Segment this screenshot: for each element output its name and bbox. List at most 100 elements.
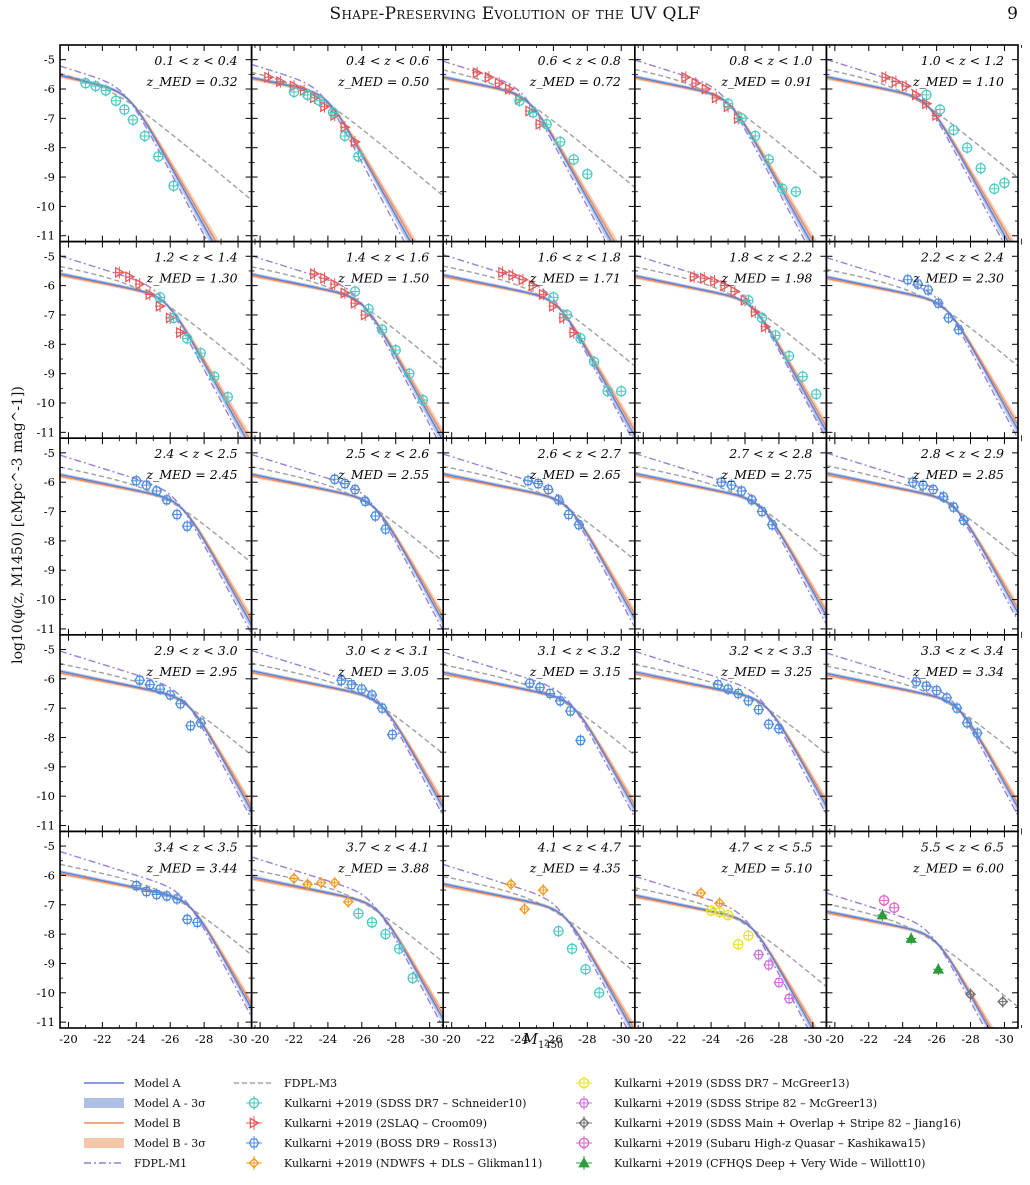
data-point bbox=[380, 928, 391, 941]
x-tick-label: -22 bbox=[476, 1032, 495, 1046]
fdpl-m1-line bbox=[443, 60, 607, 242]
data-point bbox=[181, 520, 193, 533]
fdpl-m1-line bbox=[251, 649, 444, 817]
page-title: Shape-Preserving Evolution of the UV QLF bbox=[329, 4, 701, 24]
data-point bbox=[319, 100, 331, 113]
data-point bbox=[110, 94, 122, 107]
data-point bbox=[573, 518, 585, 531]
data-point bbox=[701, 83, 712, 96]
data-point bbox=[390, 344, 401, 357]
x-tick-label: -24 bbox=[702, 1032, 721, 1046]
data-point bbox=[119, 103, 130, 116]
panel-z-range: 0.1 < z < 0.4 bbox=[154, 53, 237, 68]
legend: Model A Model A - 3σ Model B Model B - 3σ FD… bbox=[80, 1075, 1020, 1180]
data-point bbox=[690, 77, 702, 90]
data-point bbox=[151, 888, 163, 901]
legend-item: Kulkarni +2019 (NDWFS + DLS – Glikman11) bbox=[230, 1155, 542, 1171]
data-point bbox=[336, 674, 347, 687]
panel-z-range: 4.1 < z < 4.7 bbox=[537, 839, 621, 854]
data-point bbox=[553, 493, 564, 506]
legend-label: Model A bbox=[134, 1076, 181, 1090]
plot-area bbox=[826, 452, 1019, 622]
legend-label: Kulkarni +2019 (2SLAQ – Croom09) bbox=[284, 1116, 488, 1130]
data-point bbox=[783, 350, 795, 363]
data-point bbox=[542, 483, 554, 496]
data-point bbox=[565, 705, 576, 718]
plot-area bbox=[443, 60, 635, 242]
legend-line-icon bbox=[84, 1082, 124, 1084]
data-point bbox=[548, 291, 559, 304]
data-point bbox=[726, 479, 737, 492]
plot-area bbox=[634, 875, 827, 1029]
data-point bbox=[504, 83, 516, 96]
data-point bbox=[932, 963, 945, 976]
data-point bbox=[309, 267, 321, 280]
fdpl-m3-line bbox=[443, 465, 635, 561]
data-point bbox=[975, 162, 986, 175]
data-point bbox=[507, 269, 519, 282]
data-point bbox=[483, 71, 495, 84]
x-tick-label: -28 bbox=[195, 1032, 214, 1046]
legend-line-icon bbox=[234, 1082, 274, 1084]
fdpl-m3-line bbox=[251, 662, 444, 755]
panel-z-median: z_MED = 0.32 bbox=[146, 74, 238, 89]
model-b-line bbox=[443, 474, 635, 615]
data-point bbox=[339, 286, 351, 299]
panel-z-range: 3.2 < z < 3.3 bbox=[729, 643, 812, 658]
x-tick-label: -20 bbox=[251, 1032, 270, 1046]
data-point bbox=[541, 118, 552, 131]
y-tick-label: -11 bbox=[36, 229, 55, 243]
legend-label: Model B bbox=[134, 1116, 181, 1130]
data-point bbox=[505, 878, 517, 891]
data-point bbox=[144, 678, 156, 691]
fdpl-m3-line bbox=[443, 875, 635, 973]
panel-z-range: 2.2 < z < 2.4 bbox=[920, 250, 1004, 265]
y-tick-label: -8 bbox=[44, 731, 55, 745]
data-point bbox=[222, 391, 234, 404]
panel-z-range: 2.5 < z < 2.6 bbox=[345, 446, 429, 461]
data-point bbox=[927, 483, 939, 496]
data-point bbox=[958, 514, 970, 527]
data-point bbox=[777, 182, 788, 195]
data-point bbox=[134, 278, 146, 291]
panel-z-median: z_MED = 3.25 bbox=[720, 664, 812, 679]
y-tick-label: -7 bbox=[44, 111, 55, 125]
data-point bbox=[695, 887, 707, 900]
model-b-band bbox=[60, 474, 252, 626]
x-tick-label: -30 bbox=[229, 1032, 248, 1046]
data-point bbox=[554, 694, 566, 707]
qlf-panel: 0.8 < z < 1.0 z_MED = 0.91 bbox=[633, 44, 831, 243]
data-point bbox=[997, 995, 1009, 1008]
model-a-band bbox=[826, 671, 1018, 813]
data-point bbox=[736, 112, 747, 125]
qlf-panel: 1.8 < z < 2.2 z_MED = 1.98 bbox=[633, 240, 831, 440]
data-point bbox=[561, 308, 573, 321]
data-point bbox=[756, 505, 768, 518]
panel-z-median: z_MED = 1.98 bbox=[720, 271, 812, 286]
legend-label: FDPL-M1 bbox=[134, 1156, 188, 1170]
data-point bbox=[319, 272, 331, 285]
data-point bbox=[753, 948, 764, 961]
y-tick-label: -10 bbox=[36, 396, 55, 410]
model-a-line bbox=[60, 871, 252, 1010]
fdpl-m1-line bbox=[634, 59, 807, 242]
model-b-line bbox=[251, 275, 444, 436]
model-a-line bbox=[634, 275, 827, 432]
data-point bbox=[905, 932, 917, 945]
model-b-line bbox=[826, 277, 1019, 426]
qlf-panel: 3.1 < z < 3.2 z_MED = 3.15 bbox=[442, 633, 639, 833]
data-point bbox=[288, 85, 300, 98]
legend-line-icon bbox=[84, 1162, 124, 1164]
plot-area bbox=[60, 255, 252, 439]
plot-area bbox=[60, 454, 252, 634]
data-point bbox=[712, 678, 724, 691]
data-point bbox=[582, 168, 593, 181]
plot-area bbox=[634, 452, 827, 625]
x-tick-label: -22 bbox=[668, 1032, 687, 1046]
data-point bbox=[141, 885, 152, 898]
x-tick-label: -20 bbox=[442, 1032, 461, 1046]
model-a-band bbox=[251, 472, 444, 628]
model-a-band bbox=[60, 73, 217, 242]
qlf-panel: 1.0 < z < 1.2 z_MED = 1.10 bbox=[825, 44, 1022, 243]
data-point bbox=[760, 320, 772, 333]
